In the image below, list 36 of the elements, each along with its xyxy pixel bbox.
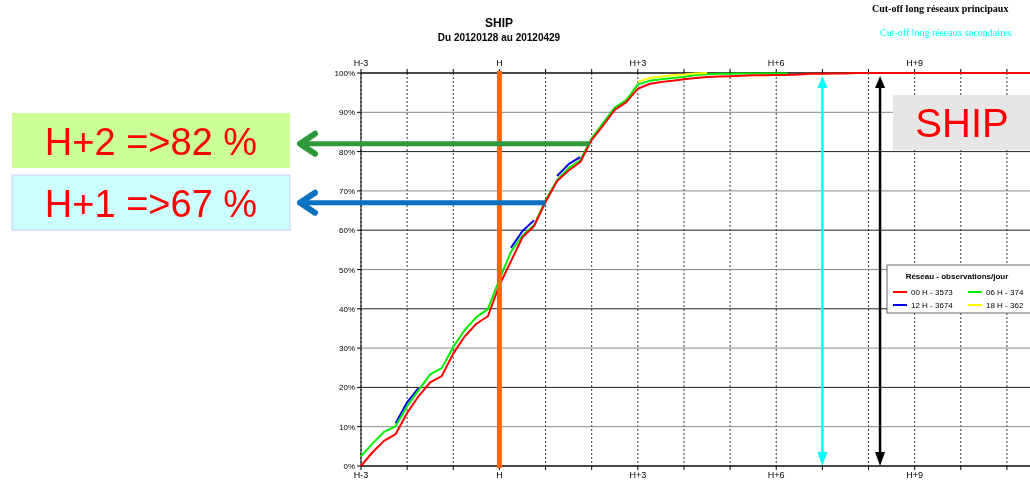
text: H+2 =>82 %	[44, 121, 258, 163]
chart-title: SHIP	[484, 16, 514, 30]
line-series	[360, 72, 789, 458]
category-label: H+6	[767, 58, 785, 68]
category-label: H+9	[906, 58, 924, 68]
x-tick-label: H+6	[767, 470, 785, 480]
category-label: H+3	[629, 58, 647, 68]
line-series	[636, 72, 709, 83]
y-tick-label: 100%	[334, 69, 355, 78]
x-tick-label: H+3	[629, 470, 647, 480]
y-tick-label: 50%	[338, 265, 355, 275]
legend-title: Réseau - observations/jour	[905, 272, 1009, 281]
y-tick-label: 40%	[338, 304, 355, 314]
text: Cut-off long réseaux secondaires	[880, 27, 1012, 38]
y-tick-label: 90%	[338, 108, 355, 118]
annotation: SHIP	[915, 101, 1009, 145]
category-label: H-3	[353, 58, 369, 68]
text: H+1 =>67 %	[44, 183, 258, 225]
chart-subtitle: Du 20120128 au 20120429	[437, 32, 561, 43]
x-tick-label: H+9	[906, 470, 924, 480]
y-tick-label: 0%	[343, 462, 355, 471]
y-tick-label: 10%	[338, 422, 355, 432]
text: Cut-off long réseaux principaux	[872, 3, 1009, 14]
legend-label: 18 H - 362	[986, 301, 1024, 310]
legend-label: 06 H - 374	[986, 288, 1024, 297]
legend-label: 00 H - 3573	[911, 288, 954, 297]
text: H	[496, 58, 503, 68]
y-tick-label: 70%	[338, 186, 355, 196]
y-tick-label: 80%	[338, 147, 355, 157]
y-tick-label: 60%	[338, 226, 355, 236]
legend-label: 12 H - 3674	[911, 301, 954, 310]
y-tick-label: 20%	[338, 383, 355, 393]
x-tick-label: H-3	[353, 470, 369, 480]
line-series	[360, 72, 1030, 467]
x-tick-label: H	[496, 470, 503, 480]
y-tick-label: 30%	[338, 344, 355, 354]
